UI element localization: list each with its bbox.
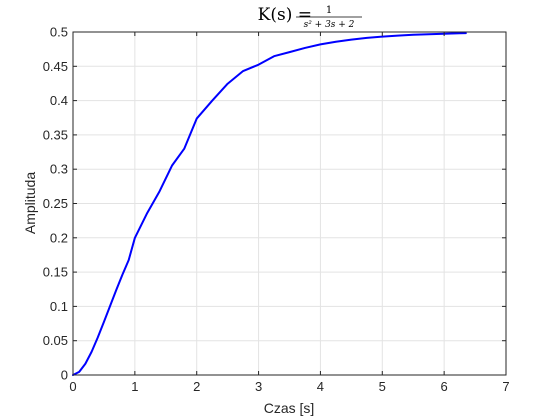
y-tick-label: 0.2: [50, 230, 68, 245]
y-tick-label: 0.3: [50, 162, 68, 177]
y-tick-label: 0.45: [43, 59, 68, 74]
x-tick-label: 0: [69, 379, 76, 394]
y-tick-label: 0.35: [43, 127, 68, 142]
x-axis-label: Czas [s]: [264, 400, 315, 416]
y-axis-label: Amplituda: [22, 172, 38, 234]
y-tick-label: 0.05: [43, 333, 68, 348]
y-tick-label: 0.5: [50, 25, 68, 40]
series-layer: [72, 32, 467, 376]
x-tick-label: 5: [379, 379, 386, 394]
title-denominator: s² + 3s + 2: [304, 20, 355, 30]
chart-title: K(s) = 1 s² + 3s + 2: [258, 5, 362, 30]
y-tick-label: 0.1: [50, 299, 68, 314]
title-lhs: K(s) =: [258, 5, 312, 25]
plot-area: 0 1 2 3 4 5 6 7 0 0.05 0.1 0.15 0.2 0.25 0.3 0.35 0.4 0.4…: [43, 25, 510, 395]
y-tick-label: 0.15: [43, 265, 68, 280]
x-tick-label: 4: [317, 379, 324, 394]
x-tick-label: 6: [441, 379, 448, 394]
axes: 0 1 2 3 4 5 6 7 0 0.05 0.1 0.15 0.2 0.25 0.3 0.35 0.4 0.4…: [43, 25, 510, 395]
x-tick-label: 7: [502, 379, 509, 394]
series-line: [72, 32, 467, 376]
y-tick-label: 0.4: [50, 93, 68, 108]
y-tick-label: 0.25: [43, 196, 68, 211]
title-numerator: 1: [326, 5, 332, 16]
x-tick-label: 3: [255, 379, 262, 394]
x-tick-label: 2: [193, 379, 200, 394]
x-tick-label: 1: [131, 379, 138, 394]
y-tick-label: 0: [61, 368, 68, 383]
